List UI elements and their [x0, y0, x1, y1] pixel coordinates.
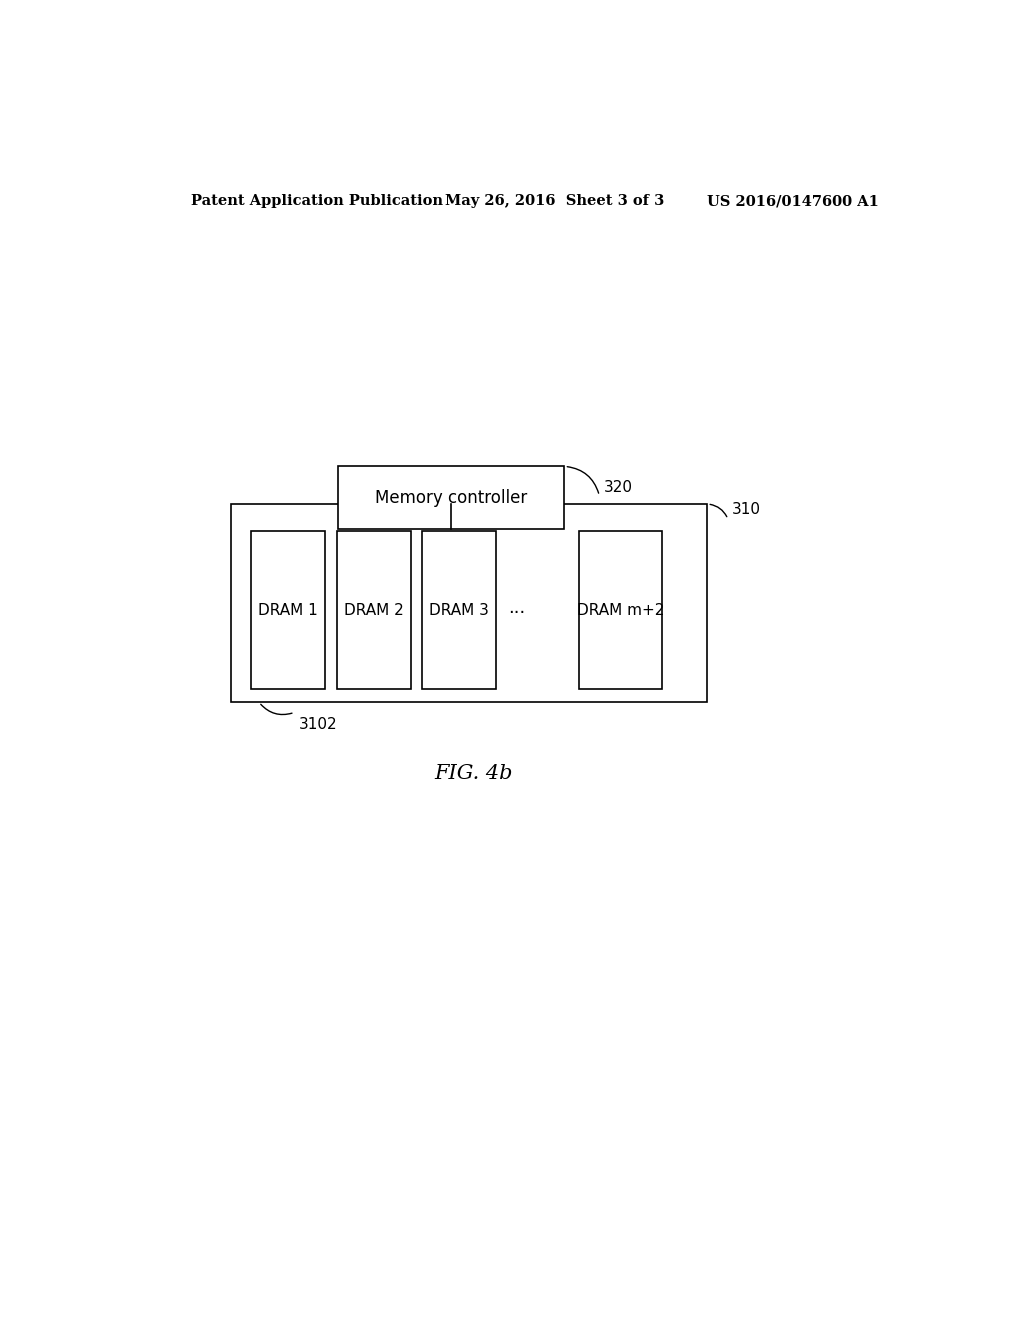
Text: US 2016/0147600 A1: US 2016/0147600 A1	[708, 194, 880, 209]
Text: FIG. 4b: FIG. 4b	[434, 764, 512, 783]
Bar	[423, 532, 497, 689]
Text: 310: 310	[732, 502, 761, 516]
Text: DRAM 1: DRAM 1	[258, 603, 317, 618]
Bar	[231, 504, 708, 702]
Text: Patent Application Publication: Patent Application Publication	[191, 194, 443, 209]
Bar	[338, 466, 564, 529]
Text: 320: 320	[604, 480, 633, 495]
Text: Memory controller: Memory controller	[375, 488, 527, 507]
Text: DRAM 3: DRAM 3	[429, 603, 489, 618]
Text: DRAM m+2: DRAM m+2	[577, 603, 665, 618]
Bar	[337, 532, 411, 689]
Text: 3102: 3102	[299, 717, 337, 733]
Bar	[579, 532, 663, 689]
Text: May 26, 2016  Sheet 3 of 3: May 26, 2016 Sheet 3 of 3	[445, 194, 665, 209]
Bar	[251, 532, 325, 689]
Text: DRAM 2: DRAM 2	[344, 603, 403, 618]
Text: ...: ...	[508, 599, 525, 616]
